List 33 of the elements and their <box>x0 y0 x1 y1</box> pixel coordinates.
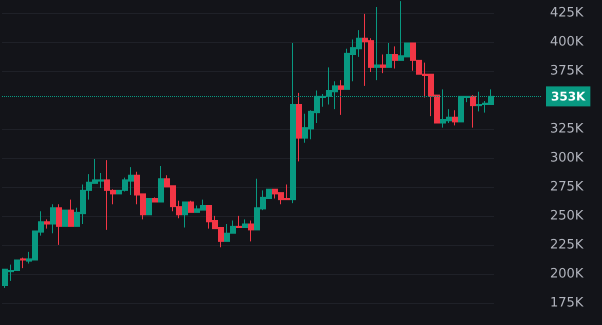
candlestick <box>62 210 68 227</box>
y-tick-label: 250K <box>550 208 584 224</box>
candlestick <box>50 204 56 234</box>
ref-line-label: 353K <box>551 89 586 104</box>
candlestick <box>380 54 386 74</box>
y-tick-label: 225K <box>550 237 584 252</box>
candlestick <box>44 218 50 230</box>
candlestick <box>20 257 26 269</box>
candlestick <box>452 110 458 126</box>
candlestick <box>158 165 164 202</box>
y-tick-label: 175K <box>550 295 584 310</box>
candlestick <box>242 218 248 228</box>
y-tick-label: 300K <box>550 150 584 166</box>
y-tick-label: 400K <box>550 34 584 50</box>
y-tick-label: 425K <box>550 5 584 20</box>
candlestick <box>182 201 188 228</box>
candlestick <box>374 6 380 81</box>
candlestick <box>392 46 398 69</box>
candlestick <box>188 200 194 213</box>
candlestick <box>248 220 254 242</box>
candlestick <box>68 199 74 227</box>
candlestick <box>338 80 344 116</box>
y-tick-label: 375K <box>550 63 584 78</box>
candlestick <box>146 198 152 216</box>
candlestick <box>56 204 62 246</box>
y-tick-label: 200K <box>550 266 584 282</box>
y-tick-label: 325K <box>550 121 584 136</box>
candlestick <box>236 215 242 228</box>
candlestick <box>152 196 158 202</box>
candlestick <box>296 92 302 162</box>
candlestick <box>470 94 476 128</box>
candlestick <box>386 42 392 68</box>
y-tick-label: 275K <box>550 179 584 194</box>
